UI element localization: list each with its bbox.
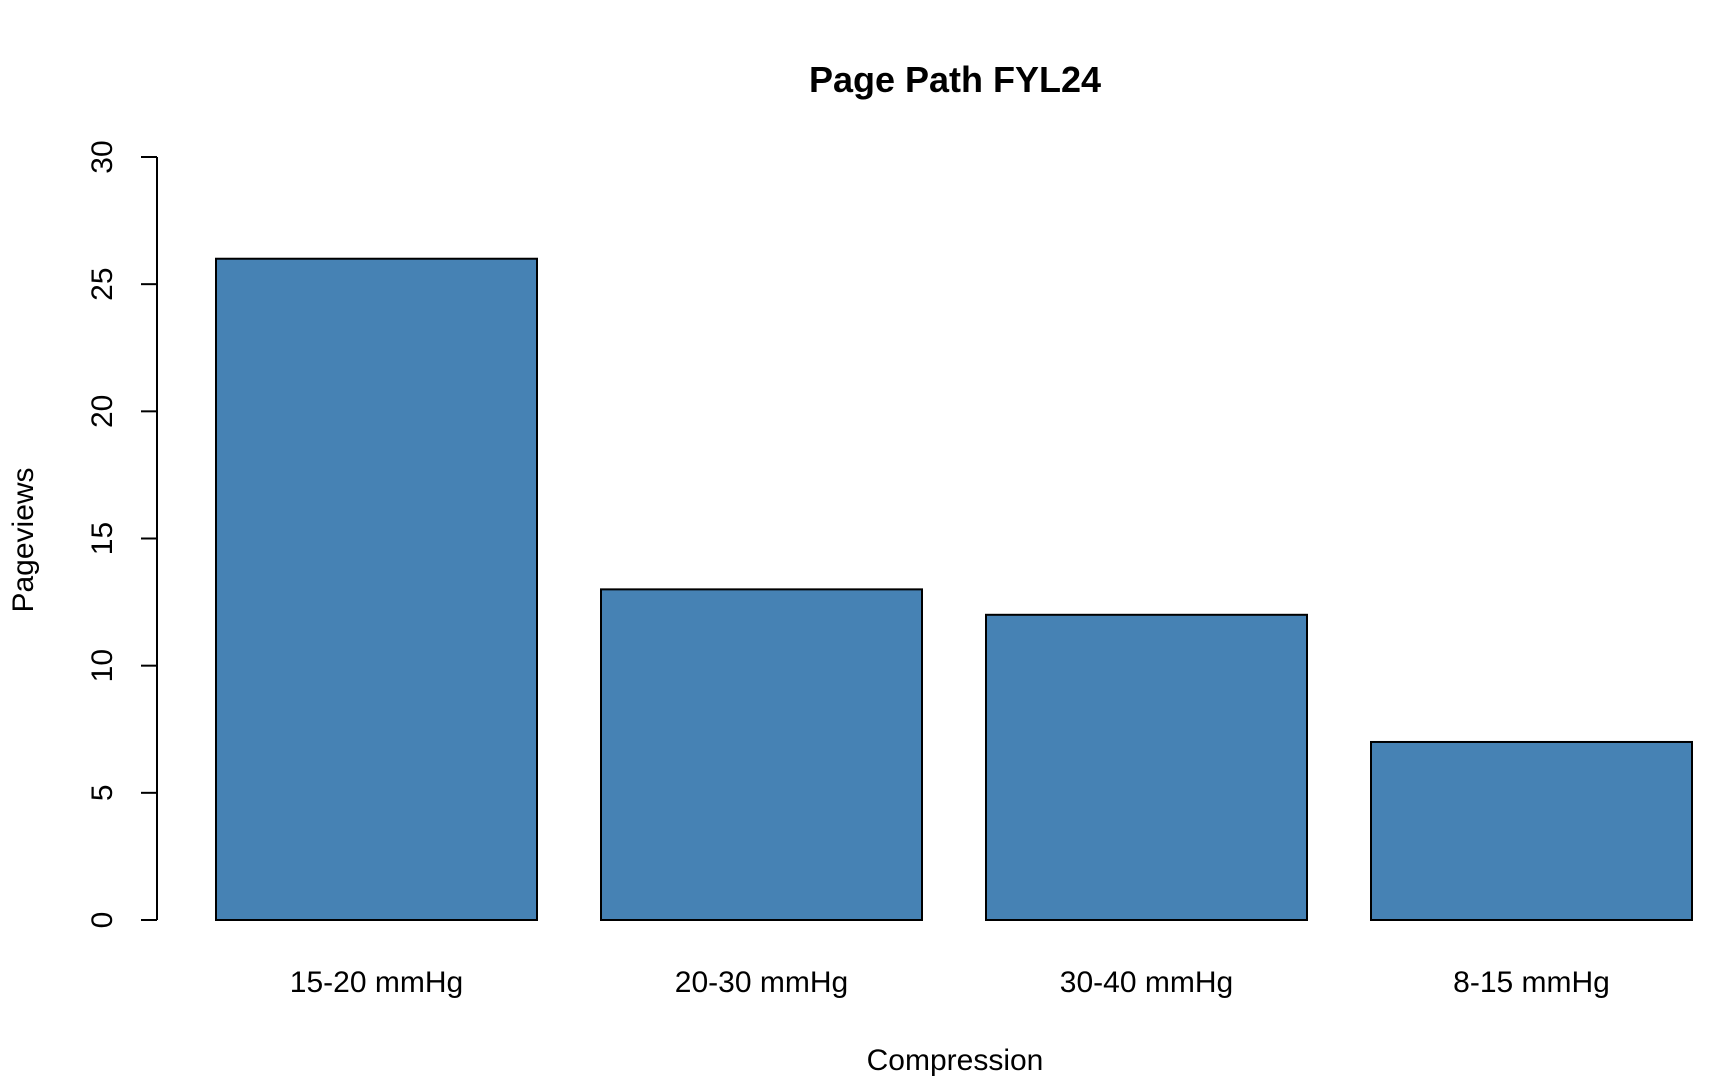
x-category-label: 8-15 mmHg (1453, 966, 1610, 999)
bar-1 (215, 257, 538, 921)
y-tick-label: 15 (86, 522, 119, 555)
y-tick-label: 10 (86, 649, 119, 682)
x-axis-label: Compression (867, 1044, 1044, 1077)
bar-2 (600, 588, 923, 921)
x-category-label: 20-30 mmHg (675, 966, 848, 999)
y-axis-label: Pageviews (7, 467, 40, 612)
y-tick-label: 20 (86, 395, 119, 428)
y-tick-label: 25 (86, 267, 119, 300)
bars (215, 257, 1693, 922)
y-tick-label: 5 (86, 784, 119, 801)
y-axis: 0 5 10 15 20 25 30 (86, 140, 158, 929)
x-category-label: 30-40 mmHg (1060, 966, 1233, 999)
bar-4 (1370, 740, 1693, 922)
chart-title: Page Path FYL24 (809, 59, 1101, 100)
x-category-label: 15-20 mmHg (290, 966, 463, 999)
y-tick-label: 0 (86, 912, 119, 929)
bar-3 (985, 613, 1308, 921)
x-axis-labels: 15-20 mmHg 20-30 mmHg 30-40 mmHg 8-15 mmHg (290, 966, 1610, 999)
y-tick-label: 30 (86, 140, 119, 173)
